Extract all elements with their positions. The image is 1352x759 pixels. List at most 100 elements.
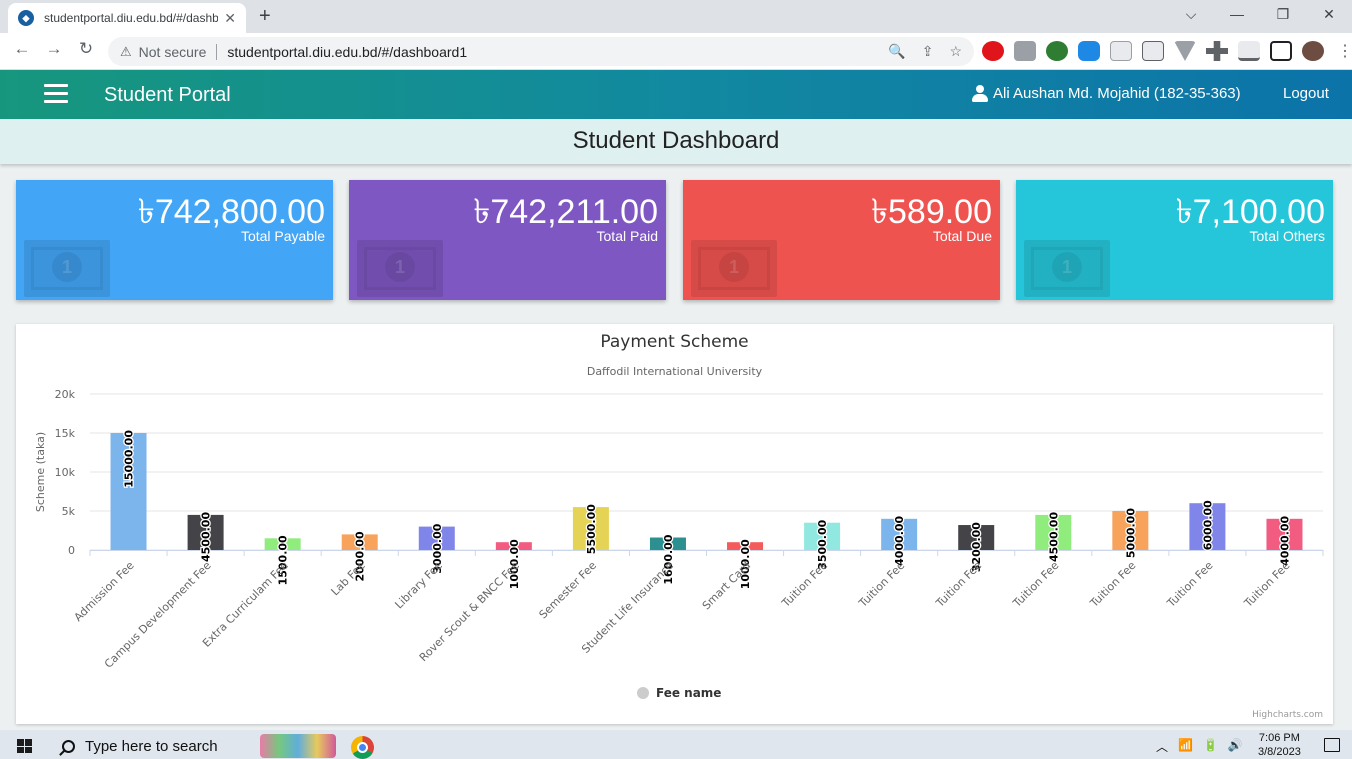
bar (1112, 511, 1149, 550)
copy-extension-icon[interactable] (1142, 41, 1164, 61)
chart-credits[interactable]: Highcharts.com (1252, 710, 1323, 720)
tab-title: studentportal.diu.edu.bd/#/dashb (44, 11, 219, 25)
taskbar-search[interactable]: Type here to search (62, 738, 218, 755)
new-tab-button[interactable]: + (259, 5, 271, 27)
address-bar[interactable]: ⚠ Not secure studentportal.diu.edu.bd/#/… (108, 37, 974, 66)
volume-icon[interactable]: 🔊 (1227, 738, 1243, 752)
search-placeholder: Type here to search (85, 738, 218, 755)
browser-menu-icon[interactable]: ⋮ (1337, 43, 1352, 60)
legend-item[interactable]: Fee name (656, 686, 721, 700)
back-button[interactable]: ← (13, 39, 31, 58)
share-icon[interactable]: ⇪ (921, 43, 934, 59)
profile-extension-icon[interactable] (1014, 41, 1036, 61)
bar (1035, 514, 1072, 550)
security-label[interactable]: Not secure (138, 43, 207, 60)
y-axis-title: Scheme (taka) (34, 432, 47, 512)
bar (881, 518, 918, 550)
data-label: 1000.00 (508, 539, 521, 589)
news-widget-icon[interactable] (260, 734, 336, 758)
globe-extension-icon[interactable] (1046, 41, 1068, 61)
browser-tab-strip: ◆ studentportal.diu.edu.bd/#/dashb ✕ + ⌵… (0, 0, 1352, 33)
data-label: 3500.00 (816, 519, 829, 569)
taskbar-clock[interactable]: 7:06 PM 3/8/2023 (1258, 731, 1301, 759)
data-label: 1500.00 (277, 535, 290, 585)
browser-tab[interactable]: ◆ studentportal.diu.edu.bd/#/dashb ✕ (8, 3, 246, 33)
card-amount: ৳589.00 (871, 193, 992, 231)
bar (495, 542, 532, 550)
tray-overflow-icon[interactable]: ︿ (1156, 740, 1169, 754)
data-label: 2000.00 (354, 531, 367, 581)
x-tick-label: Tuition Fee (856, 559, 908, 611)
card-amount: ৳7,100.00 (1175, 193, 1325, 231)
legend-marker-icon[interactable] (637, 687, 649, 699)
card-label: Total Paid (596, 228, 658, 244)
card-total-due: 1 ৳589.00 Total Due (683, 180, 1000, 300)
omnibox-divider (216, 43, 218, 60)
x-tick-label: Tuition Fee (1087, 559, 1139, 611)
not-secure-icon[interactable]: ⚠ (120, 43, 132, 59)
battery-icon[interactable]: 🔋 (1202, 738, 1218, 752)
bar-chart: 0 5k 10k 15k 20k Scheme (taka) 15000.00 Admissi… (34, 388, 1324, 700)
data-label: 3200.00 (970, 522, 983, 572)
profile-avatar[interactable] (1302, 41, 1324, 61)
restore-button[interactable]: ❐ (1276, 6, 1290, 22)
media-queue-icon[interactable] (1238, 41, 1260, 61)
shield-blue-extension-icon[interactable] (1078, 41, 1100, 61)
bar (804, 522, 841, 550)
tab-search-icon[interactable]: ⌵ (1185, 6, 1197, 22)
y-tick-label: 0 (68, 544, 75, 557)
tab-close-icon[interactable]: ✕ (224, 9, 236, 26)
data-label: 6000.00 (1201, 500, 1214, 550)
bar (110, 433, 147, 550)
app-header: Student Portal Ali Aushan Md. Mojahid (1… (0, 70, 1352, 119)
data-label: 1600.00 (662, 534, 675, 584)
money-bill-icon: 1 (691, 240, 777, 297)
close-window-button[interactable]: ✕ (1323, 6, 1335, 22)
window-controls: ⌵ — ❐ ✕ (1168, 0, 1352, 33)
brand-title[interactable]: Student Portal (104, 84, 231, 106)
minimize-button[interactable]: — (1230, 6, 1244, 22)
data-label: 4000.00 (893, 515, 906, 565)
user-profile[interactable]: Ali Aushan Md. Mojahid (182-35-363) (972, 85, 1241, 102)
side-panel-icon[interactable] (1270, 41, 1292, 61)
extensions-puzzle-icon[interactable] (1206, 41, 1228, 61)
hamburger-menu-icon[interactable] (44, 84, 68, 104)
card-total-others: 1 ৳7,100.00 Total Others (1016, 180, 1333, 300)
chart-subtitle: Daffodil International University (586, 365, 763, 378)
bar (418, 526, 455, 550)
card-label: Total Others (1249, 228, 1325, 244)
opera-extension-icon[interactable] (982, 41, 1004, 61)
card-label: Total Due (932, 228, 992, 244)
bar (1266, 518, 1303, 550)
logout-link[interactable]: Logout (1283, 85, 1329, 102)
x-tick-label: Tuition Fee (779, 559, 831, 611)
page-title: Student Dashboard (0, 119, 1352, 164)
vpn-extension-icon[interactable] (1174, 41, 1196, 61)
data-label: 5000.00 (1124, 508, 1137, 558)
y-tick-label: 20k (55, 388, 76, 401)
forward-button[interactable]: → (45, 39, 63, 58)
data-label: 1000.00 (739, 539, 752, 589)
wifi-icon[interactable]: 📶 (1178, 738, 1193, 752)
zoom-search-icon[interactable]: 🔍 (888, 43, 906, 59)
shield-extension-icon[interactable] (1110, 41, 1132, 61)
bar (649, 537, 686, 550)
y-tick-label: 10k (55, 466, 76, 479)
chrome-taskbar-icon[interactable] (351, 736, 374, 759)
bar (187, 514, 224, 550)
notification-icon[interactable] (1324, 738, 1340, 752)
x-tick-label: Semester Fee (537, 559, 600, 622)
bar (572, 507, 609, 550)
reload-button[interactable]: ↻ (78, 39, 94, 58)
bar (727, 542, 764, 550)
data-label: 3000.00 (431, 523, 444, 573)
url-text[interactable]: studentportal.diu.edu.bd/#/dashboard1 (227, 43, 468, 60)
system-tray: ︿ 📶 🔋 🔊 (1156, 738, 1243, 755)
windows-start-icon[interactable] (17, 739, 32, 753)
x-tick-label: Tuition Fee (933, 559, 985, 611)
x-tick-label: Library Fee (392, 559, 445, 612)
site-favicon-icon: ◆ (18, 10, 34, 26)
data-label: 4500.00 (1047, 512, 1060, 562)
bookmark-star-icon[interactable]: ☆ (949, 43, 962, 59)
payment-scheme-chart-panel: Payment Scheme Daffodil International Un… (16, 324, 1333, 724)
